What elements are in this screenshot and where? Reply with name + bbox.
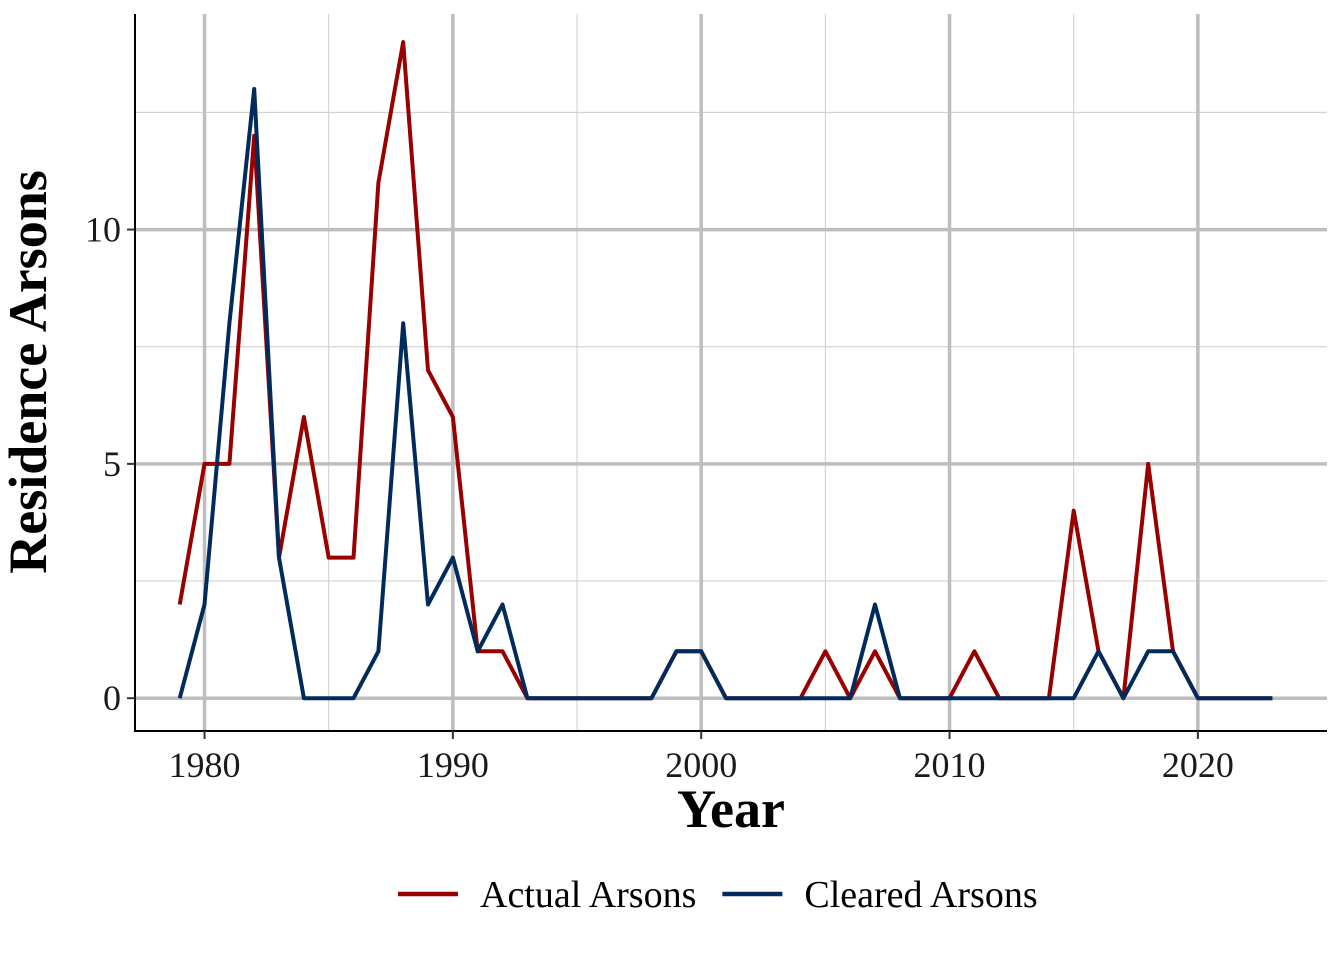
legend-item: Actual Arsons xyxy=(398,874,696,916)
legend-label: Actual Arsons xyxy=(480,874,696,916)
legend-label: Cleared Arsons xyxy=(804,874,1037,916)
x-tick-label: 1990 xyxy=(417,745,489,785)
y-tick-label: 0 xyxy=(103,678,121,718)
series-lines xyxy=(177,40,1273,701)
axes xyxy=(134,14,1327,732)
x-tick-label: 2010 xyxy=(914,745,986,785)
y-tick-label: 5 xyxy=(103,444,121,484)
x-axis-title: Year xyxy=(677,779,785,839)
x-tick-label: 2000 xyxy=(665,745,737,785)
y-axis-ticks: 0 5 10 xyxy=(85,210,135,718)
legend-item: Cleared Arsons xyxy=(722,874,1038,916)
legend: Actual Arsons Cleared Arsons xyxy=(398,874,1038,916)
x-tick-label: 2020 xyxy=(1162,745,1234,785)
y-tick-label: 10 xyxy=(85,210,121,250)
y-axis-title: Residence Arsons xyxy=(0,170,58,574)
x-axis-ticks: 1980 1990 2000 2010 2020 xyxy=(169,731,1234,785)
minor-gridlines xyxy=(135,14,1327,731)
series-line-cleared-arsons xyxy=(177,87,1273,701)
x-tick-label: 1980 xyxy=(169,745,241,785)
major-gridlines xyxy=(135,14,1327,731)
